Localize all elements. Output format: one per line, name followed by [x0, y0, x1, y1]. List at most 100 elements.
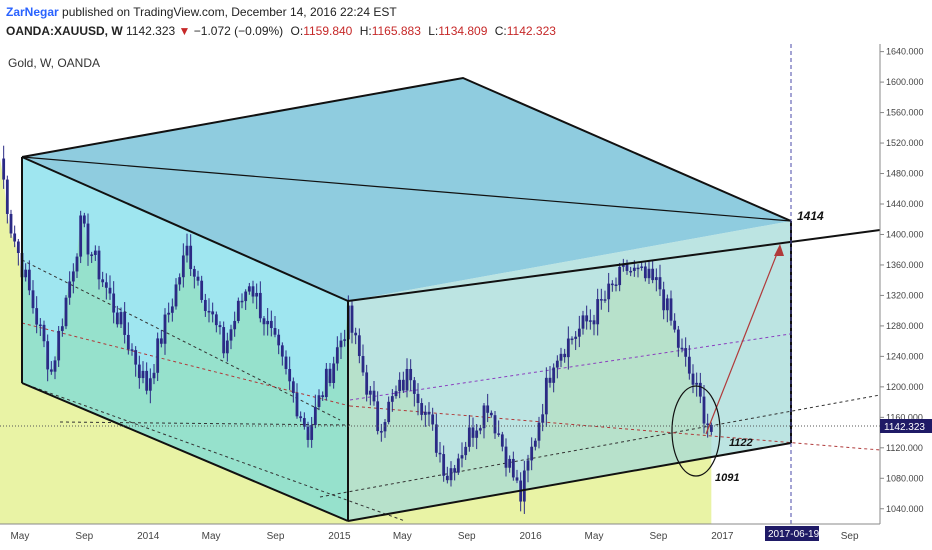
candle-body [409, 368, 413, 381]
time-tick-label: 2016 [519, 531, 542, 542]
annotation-1122: 1122 [729, 437, 753, 449]
candle-body [577, 328, 581, 337]
quote-line: OANDA:XAUUSD, W 1142.323 ▼ −1.072 (−0.09… [6, 24, 556, 38]
candle-body [702, 396, 706, 424]
candle-body [442, 454, 446, 476]
candle-body [555, 360, 559, 368]
price-chart[interactable]: 1414 1122 1091 Gold, W, OANDA 1040.00010… [0, 44, 932, 550]
candle-body [522, 470, 526, 502]
candle-body [196, 276, 200, 281]
candle-body [581, 315, 585, 329]
candle-body [156, 338, 160, 373]
time-tick-label: May [10, 531, 29, 542]
candle-body [376, 401, 380, 432]
candle-body [332, 363, 336, 384]
candle-body [174, 284, 178, 307]
candle-body [141, 370, 145, 379]
candle-body [654, 277, 658, 281]
candle-body [288, 369, 292, 382]
candle-body [189, 245, 193, 270]
candle-body [42, 324, 46, 342]
publish-line: ZarNegar published on TradingView.com, D… [6, 5, 397, 19]
candle-body [486, 405, 490, 413]
publish-info: published on TradingView.com, December 1… [62, 5, 397, 19]
box-edge-bottom-right [347, 442, 792, 522]
candle-body [588, 320, 592, 322]
highlight-ellipse [671, 385, 721, 477]
candle-body [16, 241, 20, 254]
date-tag-box [765, 526, 819, 541]
last-price: 1142.323 [126, 24, 176, 38]
price-tick-label: 1560.000 [886, 108, 924, 118]
candle-body [500, 434, 504, 447]
candle-body [625, 263, 629, 271]
candle-body [559, 353, 563, 361]
candle-body [123, 312, 127, 335]
candle-body [277, 334, 281, 346]
price-tick-label: 1640.000 [886, 47, 924, 57]
candle-body [302, 418, 306, 427]
candle-body [203, 299, 207, 311]
candle-body [570, 338, 574, 341]
candle-body [475, 430, 479, 438]
candle-body [134, 350, 138, 365]
candle-body [574, 336, 578, 339]
candle-body [651, 268, 655, 281]
candle-body [350, 305, 354, 333]
candle-body [229, 329, 233, 341]
candle-body [640, 266, 644, 268]
candle-body [192, 269, 196, 277]
candle-body [299, 416, 303, 419]
projection-arrow-head [774, 244, 784, 256]
candle-body [46, 341, 50, 370]
candle-body [691, 373, 695, 385]
author-link[interactable]: ZarNegar [6, 5, 59, 19]
candle-body [90, 254, 94, 256]
candle-body [394, 391, 398, 397]
candle-body [464, 446, 468, 456]
time-tick-label: 2017 [711, 531, 734, 542]
price-tag: 1142.323 [884, 422, 925, 433]
candle-body [310, 424, 314, 440]
candle-body [643, 266, 647, 279]
price-tick-label: 1400.000 [886, 229, 924, 239]
candle-body [449, 468, 453, 481]
candle-body [706, 423, 710, 426]
candle-body [35, 308, 39, 325]
candle-body [295, 393, 299, 417]
candle-body [566, 338, 570, 358]
candle-body [214, 314, 218, 326]
candle-body [511, 458, 515, 478]
price-axis[interactable] [880, 44, 932, 524]
candle-body [291, 381, 295, 394]
candle-body [533, 440, 537, 447]
candle-body [126, 334, 130, 350]
candle-body [416, 393, 420, 404]
guide-line-5 [349, 405, 881, 451]
candle-body [112, 293, 116, 313]
candle-body [211, 311, 215, 315]
candle-body [262, 318, 266, 325]
candle-body [57, 330, 61, 361]
candle-body [372, 390, 376, 402]
time-tick-label: Sep [841, 531, 859, 542]
candle-body [163, 314, 167, 344]
candle-body [585, 315, 589, 322]
candle-body [368, 390, 372, 395]
price-tick-label: 1600.000 [886, 77, 924, 87]
candle-body [603, 299, 607, 301]
candle-body [541, 414, 545, 423]
candle-body [401, 379, 405, 391]
time-tick-label: May [393, 531, 412, 542]
candle-body [698, 382, 702, 397]
candle-body [38, 324, 42, 327]
price-tag-box [880, 419, 932, 433]
price-tick-label: 1040.000 [886, 504, 924, 514]
candle-body [145, 370, 149, 391]
price-tick-label: 1160.000 [886, 412, 923, 422]
candle-body [269, 320, 273, 329]
time-tick-label: May [585, 531, 604, 542]
price-tick-label: 1240.000 [886, 351, 924, 361]
candle-body [618, 266, 622, 286]
symbol-label: OANDA:XAUUSD, W [6, 24, 123, 38]
